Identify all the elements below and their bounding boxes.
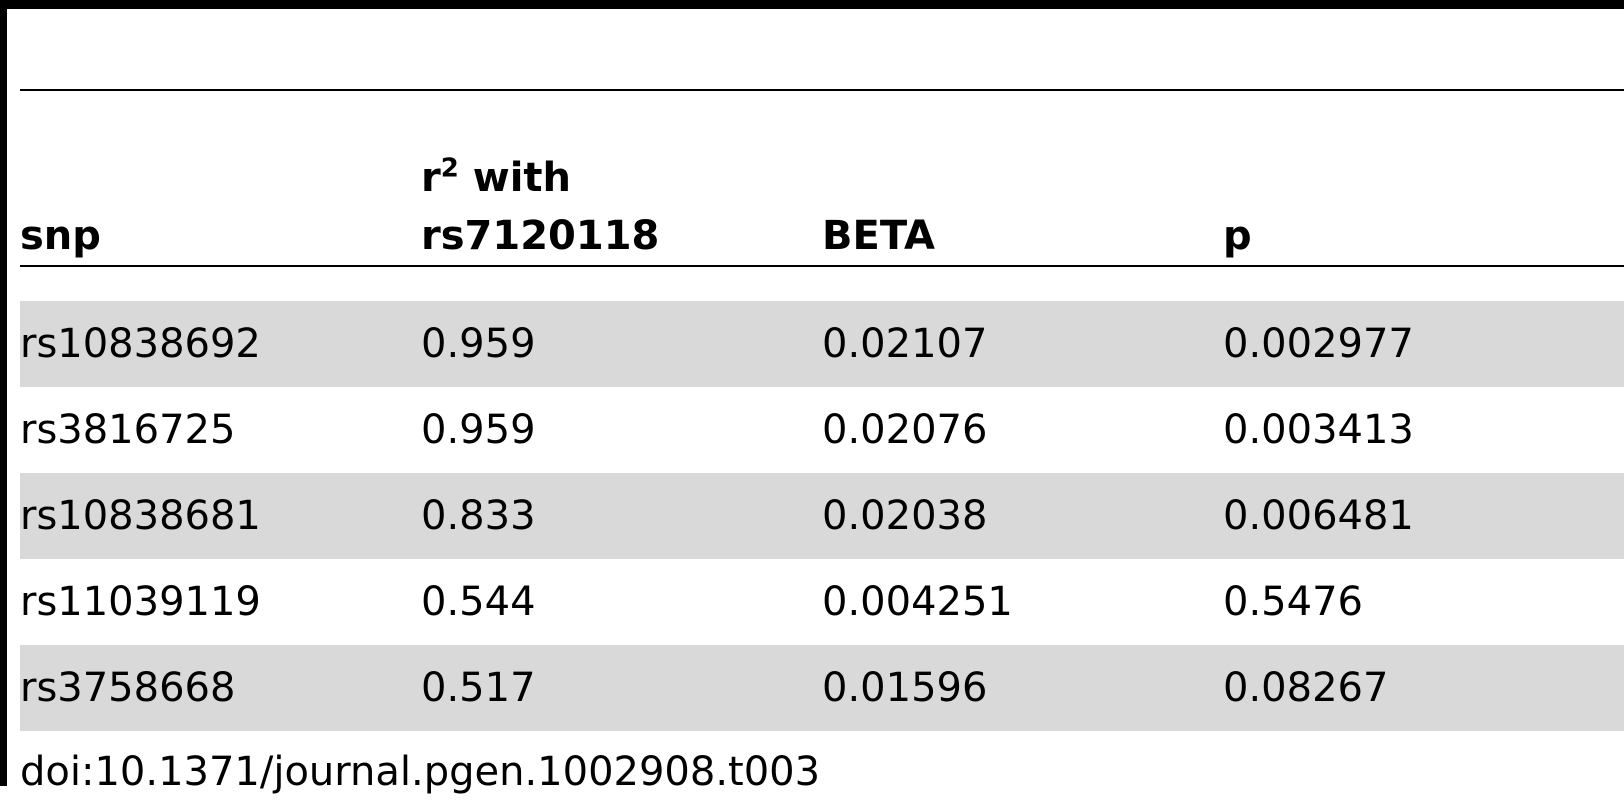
column-header-beta: BETA xyxy=(822,91,1223,301)
header-snp-label: snp xyxy=(20,213,101,259)
header-bottom-rule xyxy=(20,265,1624,267)
doi-citation: doi:10.1371/journal.pgen.1002908.t003 xyxy=(20,749,821,795)
header-beta-label: BETA xyxy=(822,213,935,259)
header-r2-with: with xyxy=(458,155,572,201)
cell-p: 0.08267 xyxy=(1223,645,1624,731)
cell-r2: 0.959 xyxy=(421,407,536,453)
cell-p: 0.003413 xyxy=(1223,407,1414,453)
cell-p: 0.002977 xyxy=(1223,301,1624,387)
cell-r2: 0.833 xyxy=(421,473,822,559)
column-header-p: p xyxy=(1223,91,1624,301)
cell-p: 0.006481 xyxy=(1223,473,1624,559)
cell-beta: 0.02107 xyxy=(822,301,1223,387)
header-row: snp r2 with rs7120118 BETA p xyxy=(20,91,1624,301)
cell-snp: rs10838692 xyxy=(20,301,421,387)
table-row: rs10838692 0.959 0.02107 0.002977 xyxy=(20,301,1624,387)
cell-beta: 0.004251 xyxy=(822,579,1013,625)
cell-r2: 0.544 xyxy=(421,579,536,625)
header-r2-base: r xyxy=(421,155,441,201)
header-r2-superscript: 2 xyxy=(440,153,459,184)
cell-beta: 0.01596 xyxy=(822,645,1223,731)
cell-r2: 0.959 xyxy=(421,301,822,387)
table-row: rs10838681 0.833 0.02038 0.006481 xyxy=(20,473,1624,559)
cell-r2: 0.517 xyxy=(421,645,822,731)
cell-snp: rs3816725 xyxy=(20,407,236,453)
table-row: rs3758668 0.517 0.01596 0.08267 xyxy=(20,645,1624,731)
cell-snp: rs11039119 xyxy=(20,579,261,625)
cell-beta: 0.02076 xyxy=(822,407,988,453)
header-top-rule xyxy=(20,89,1624,91)
cell-p: 0.5476 xyxy=(1223,579,1363,625)
left-border-rule xyxy=(0,0,7,786)
table-row: rs11039119 0.544 0.004251 0.5476 xyxy=(20,559,1624,645)
header-r2-reference-snp: rs7120118 xyxy=(421,213,660,259)
column-header-snp: snp xyxy=(20,91,421,301)
cell-snp: rs10838681 xyxy=(20,473,421,559)
cell-snp: rs3758668 xyxy=(20,645,421,731)
header-p-label: p xyxy=(1223,213,1252,259)
column-header-r2: r2 with rs7120118 xyxy=(421,91,822,301)
snp-table: snp r2 with rs7120118 BETA p rs10838692 0… xyxy=(20,91,1624,731)
top-border-rule xyxy=(0,0,1624,9)
cell-beta: 0.02038 xyxy=(822,473,1223,559)
table-row: rs3816725 0.959 0.02076 0.003413 xyxy=(20,387,1624,473)
